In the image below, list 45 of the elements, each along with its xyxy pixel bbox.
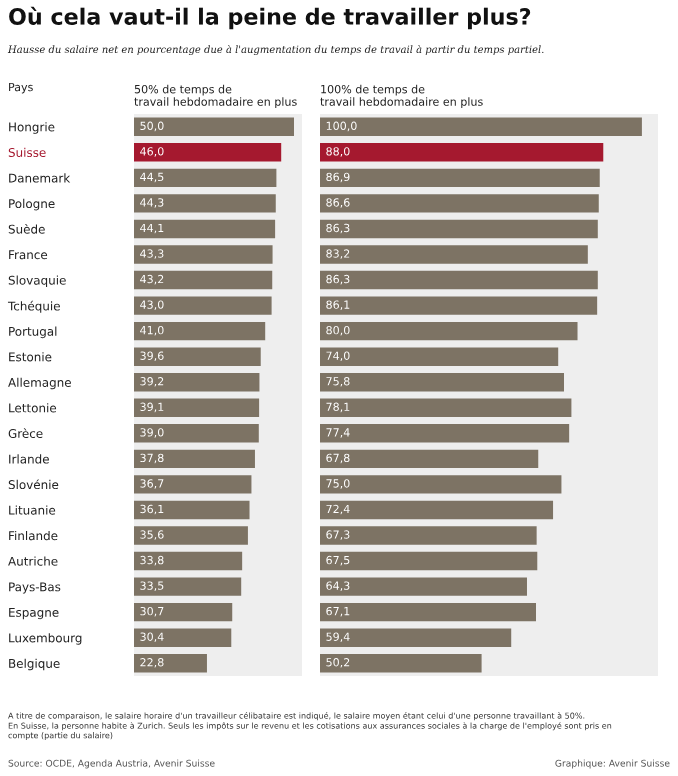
bar: [320, 398, 572, 417]
bar: [134, 168, 277, 188]
bar: [134, 526, 248, 545]
bar: [320, 475, 562, 494]
bar: [320, 296, 598, 315]
bar: [320, 602, 536, 622]
bar: [134, 219, 276, 239]
bar: [320, 500, 554, 520]
bar: [320, 577, 527, 596]
bar: [320, 143, 604, 162]
bar: [320, 551, 538, 571]
bar: [320, 373, 564, 392]
bar: [134, 270, 273, 290]
bar: [134, 321, 266, 341]
bar: [320, 424, 570, 443]
bar: [320, 168, 600, 188]
bar: [134, 475, 252, 494]
bar: [134, 117, 294, 136]
bar: [320, 654, 482, 673]
bar: [134, 551, 243, 571]
bar: [134, 245, 273, 264]
bar: [320, 219, 598, 239]
bar: [134, 654, 207, 673]
bar: [320, 628, 512, 647]
bar: [320, 194, 599, 213]
bar: [320, 117, 642, 136]
bar: [320, 245, 588, 264]
bar: [134, 296, 272, 315]
chart-title: Où cela vaut-il la peine de travailler plus?: [9, 6, 531, 30]
bar: [134, 628, 232, 647]
bar: [320, 347, 559, 366]
bar: [134, 398, 260, 417]
bar: [134, 347, 261, 366]
bar: [134, 143, 282, 162]
bar: [134, 577, 242, 596]
bar: [320, 526, 537, 545]
bar: [134, 424, 259, 443]
bar: [134, 194, 276, 213]
bar: [134, 500, 250, 520]
bar: [320, 449, 539, 469]
bar: [320, 321, 578, 341]
bar: [134, 373, 260, 392]
bar: [134, 449, 255, 469]
bar: [134, 602, 233, 622]
bar: [320, 270, 598, 290]
